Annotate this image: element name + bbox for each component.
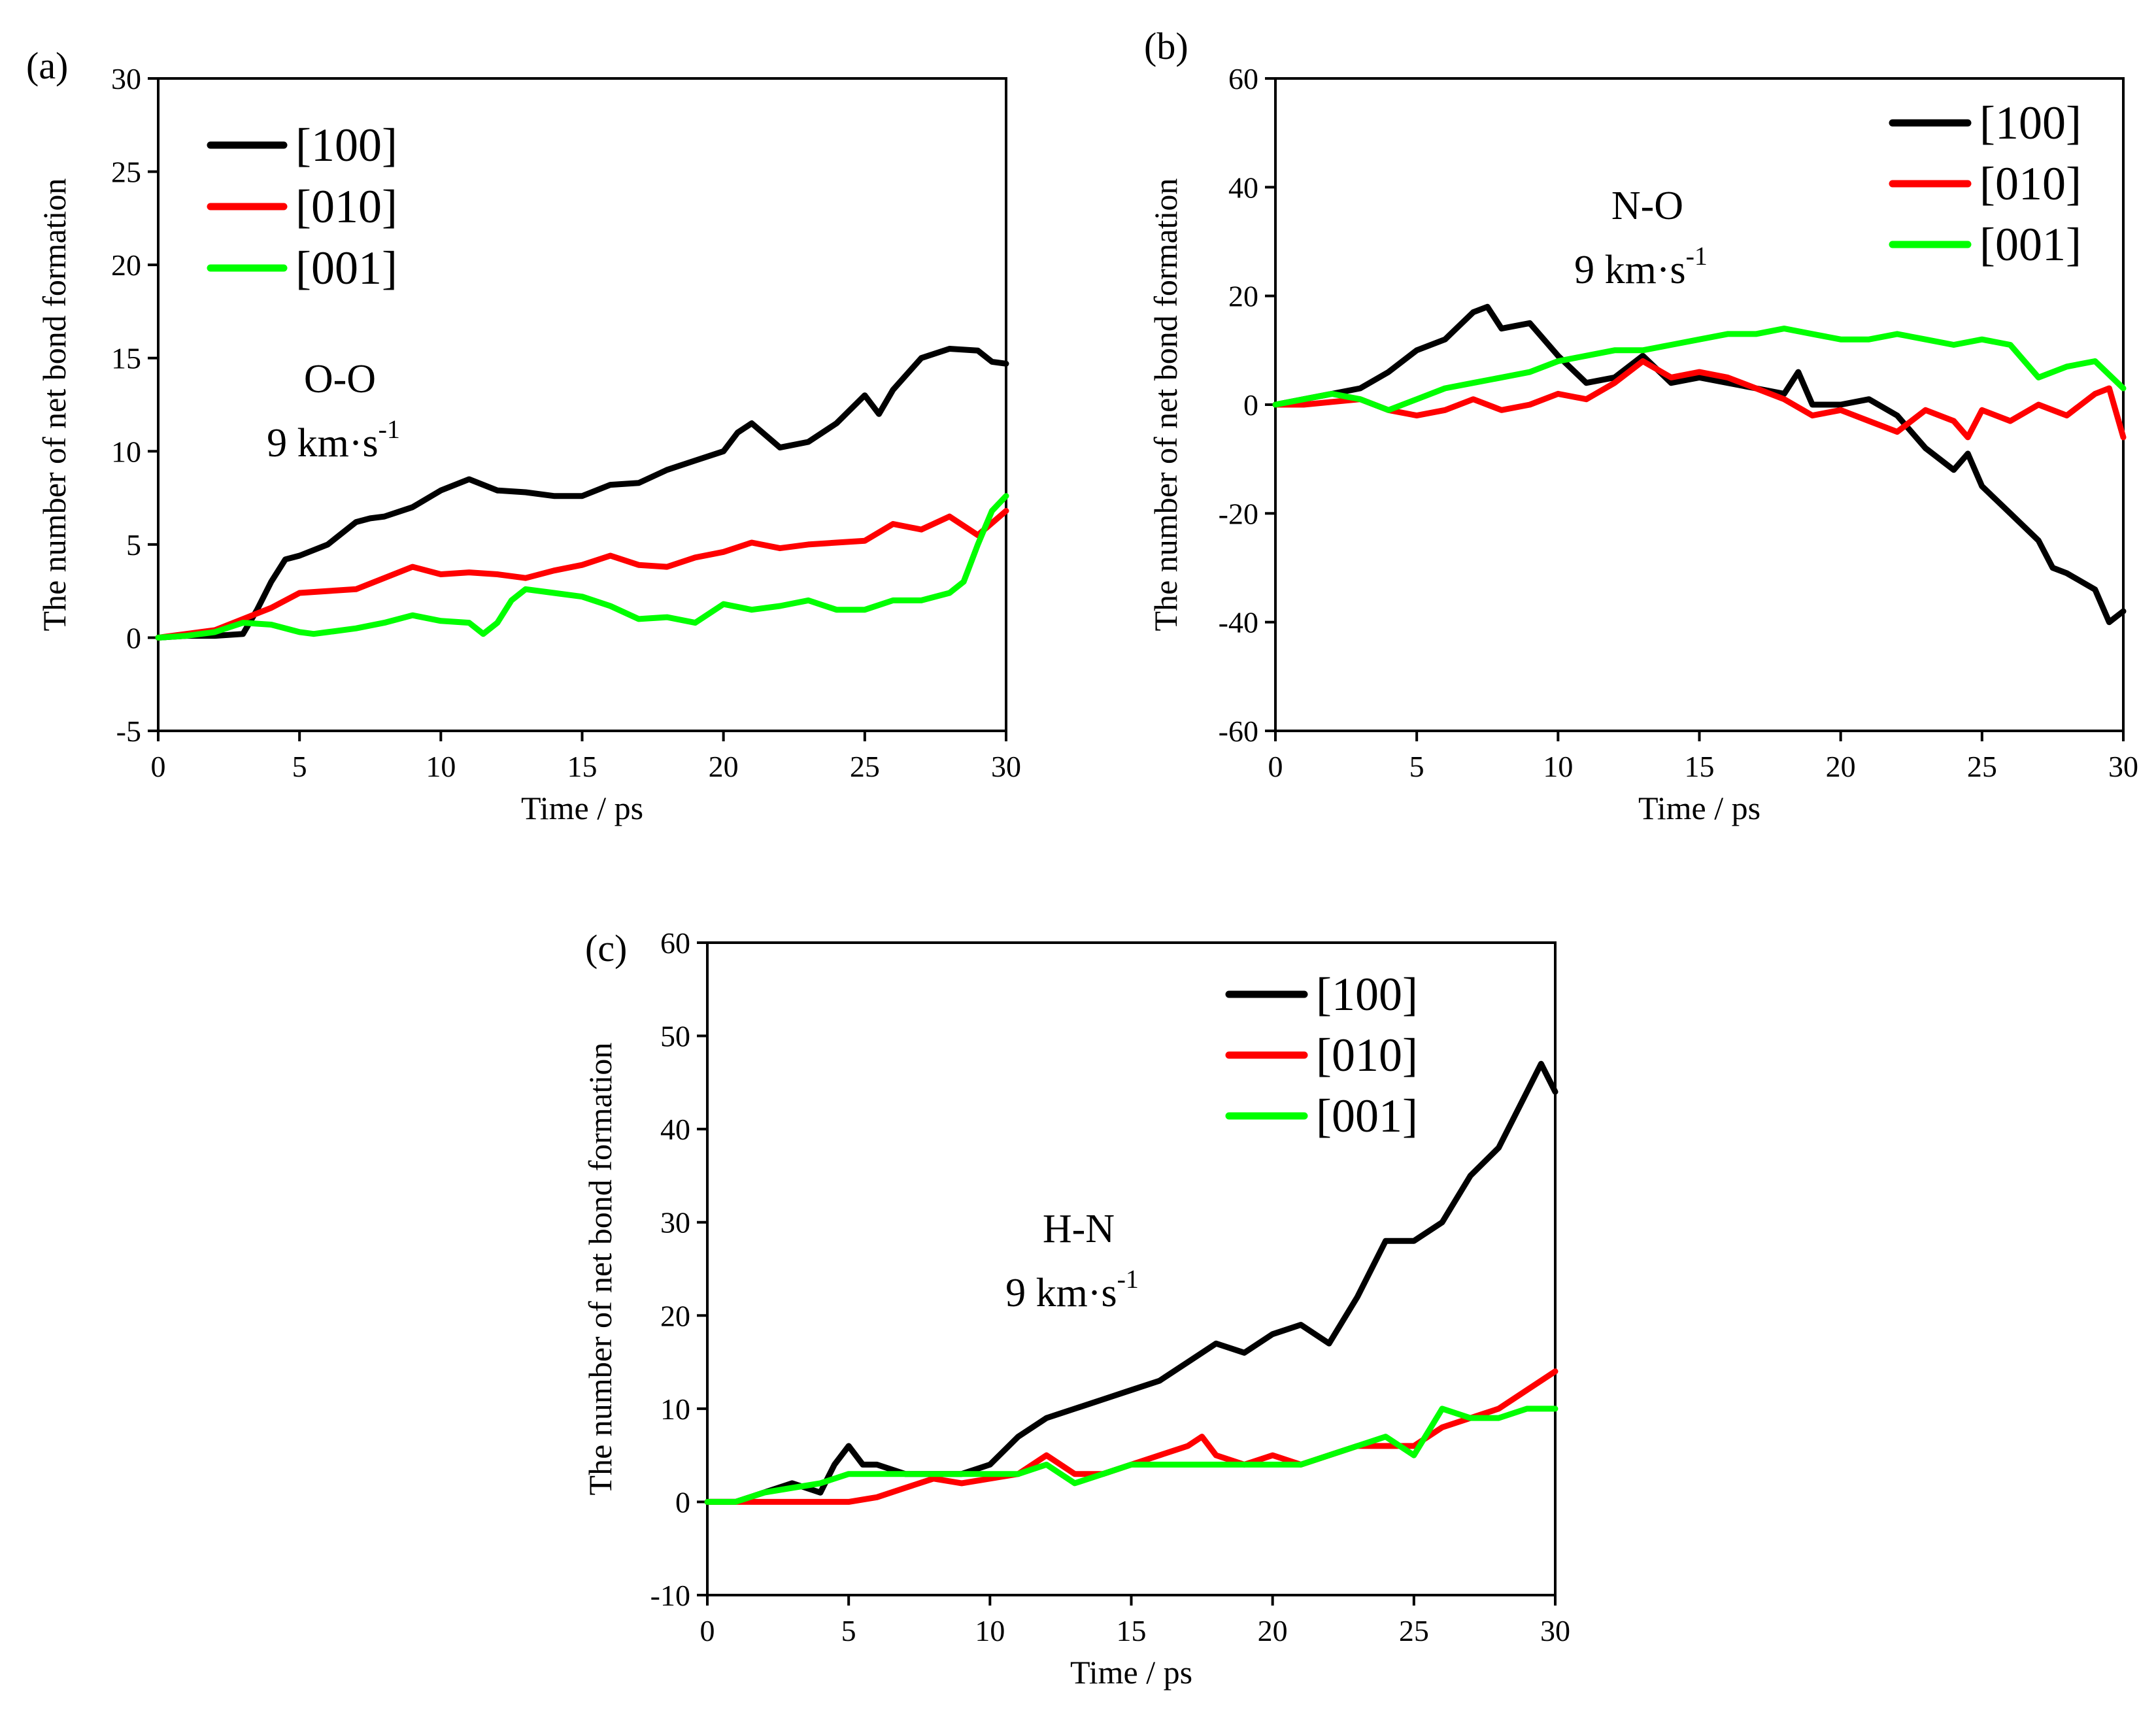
y-tick-label: 60 [660, 926, 690, 960]
x-tick-label: 10 [1543, 750, 1573, 783]
series-line-010 [704, 1368, 1558, 1505]
chart-panel-3: (c) 0 5 10 15 20 25 30 -10 0 10 20 30 40 50 60 Time / ps… [582, 926, 1570, 1691]
y-axis-title: The number of net bond formation [1147, 178, 1184, 632]
x-tick-label: 10 [975, 1614, 1005, 1647]
y-tick-label: -40 [1219, 606, 1258, 639]
legend-label: [010] [295, 180, 397, 233]
annotation-species: O-O [304, 357, 376, 401]
x-axis-title: Time / ps [521, 790, 643, 826]
annotation-velocity-exponent: -1 [379, 414, 400, 444]
x-tick-label: 20 [1258, 1614, 1288, 1647]
y-tick-label: 20 [660, 1299, 690, 1332]
legend-label: [010] [1316, 1029, 1418, 1081]
x-tick-label: 5 [1409, 750, 1424, 783]
annotation-species: H-N [1043, 1207, 1115, 1251]
y-tick-label: 50 [660, 1020, 690, 1053]
panel-label: (b) [1144, 25, 1188, 67]
x-tick-label: 10 [426, 750, 456, 783]
x-tick-label: 15 [1685, 750, 1715, 783]
y-tick-label: 0 [126, 621, 141, 654]
annotation-velocity: 9 km·s-1 [1574, 241, 1708, 292]
y-tick-label: 40 [660, 1113, 690, 1146]
x-tick-label: 20 [1826, 750, 1856, 783]
y-tick-label: 10 [111, 435, 141, 468]
x-tick-label: 0 [700, 1614, 715, 1647]
annotation-velocity-exponent: -1 [1117, 1264, 1139, 1294]
annotation-velocity-value: 9 km·s [1574, 248, 1686, 292]
annotation-velocity: 9 km·s-1 [1005, 1264, 1139, 1315]
y-tick-label: 25 [111, 156, 141, 189]
x-tick-label: 0 [1268, 750, 1283, 783]
panel-label: (a) [26, 44, 68, 87]
x-axis-title: Time / ps [1638, 790, 1760, 826]
y-tick-label: 20 [1228, 280, 1258, 313]
y-axis-title: The number of net bond formation [582, 1043, 618, 1496]
series-line-001 [1272, 326, 2127, 413]
y-tick-label: -20 [1219, 497, 1258, 530]
annotation-velocity-value: 9 km·s [267, 421, 379, 465]
series-line-100 [155, 346, 1009, 641]
y-tick-label: 10 [660, 1392, 690, 1426]
annotation-velocity-value: 9 km·s [1005, 1271, 1117, 1315]
x-tick-label: 25 [1967, 750, 1997, 783]
x-tick-label: 25 [850, 750, 880, 783]
legend-label: [010] [1979, 158, 2081, 210]
y-tick-label: 20 [111, 248, 141, 282]
series-line-100 [704, 1060, 1558, 1505]
legend: [100] [010] [001] [207, 119, 397, 294]
plot-frame [157, 77, 1007, 732]
legend-label: [100] [1979, 97, 2081, 149]
series-line-100 [1272, 303, 2127, 626]
series-line-010 [1272, 358, 2127, 441]
annotation-velocity-exponent: -1 [1686, 241, 1708, 271]
x-tick-label: 5 [292, 750, 307, 783]
legend-label: [001] [1979, 218, 2081, 271]
y-tick-label: 0 [675, 1485, 690, 1519]
x-tick-label: 0 [151, 750, 166, 783]
annotation-velocity: 9 km·s-1 [267, 414, 400, 465]
panel-label: (c) [585, 927, 627, 969]
chart-panel-2: (b) 0 5 10 15 20 25 30 -60 -40 -20 0 20 40 60 Time / ps… [1144, 25, 2138, 826]
y-tick-label: -10 [650, 1579, 690, 1612]
x-tick-label: 30 [2108, 750, 2138, 783]
y-tick-label: -5 [116, 715, 141, 748]
y-tick-label: 60 [1228, 62, 1258, 95]
x-tick-label: 15 [567, 750, 598, 783]
y-tick-label: 30 [660, 1206, 690, 1239]
x-tick-label: 30 [991, 750, 1021, 783]
y-tick-label: 40 [1228, 171, 1258, 204]
x-tick-label: 20 [709, 750, 739, 783]
y-tick-label: 30 [111, 62, 141, 95]
legend: [100] [010] [001] [1889, 97, 2081, 271]
x-tick-label: 15 [1117, 1614, 1147, 1647]
legend-label: [100] [295, 119, 397, 171]
y-tick-label: 5 [126, 528, 141, 562]
legend-label: [001] [1316, 1090, 1418, 1142]
y-tick-label: 15 [111, 342, 141, 375]
x-tick-label: 30 [1540, 1614, 1570, 1647]
legend: [100] [010] [001] [1225, 968, 1418, 1142]
series-line-001 [704, 1406, 1558, 1505]
x-tick-label: 25 [1399, 1614, 1429, 1647]
annotation-species: N-O [1611, 184, 1683, 228]
x-axis-title: Time / ps [1070, 1654, 1192, 1691]
legend-label: [001] [295, 242, 397, 294]
x-tick-label: 5 [841, 1614, 856, 1647]
y-tick-label: 0 [1243, 388, 1258, 422]
y-tick-label: -60 [1219, 715, 1258, 748]
chart-panel-1: (a) 0 5 10 15 20 25 30 -5 0 5 10 15 20 25 30 Time / ps Th… [26, 44, 1021, 826]
series-line-010 [155, 508, 1009, 641]
y-axis-title: The number of net bond formation [36, 178, 73, 632]
legend-label: [100] [1316, 968, 1418, 1020]
series-line-001 [155, 493, 1009, 641]
